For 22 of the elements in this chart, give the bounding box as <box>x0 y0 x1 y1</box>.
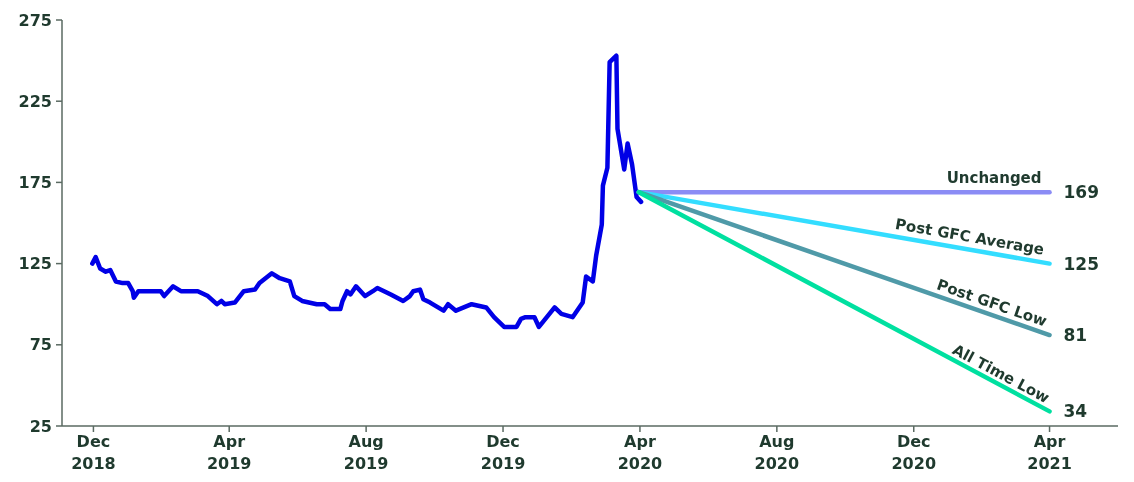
x-tick-label: Apr 2021 <box>1027 432 1072 473</box>
x-tick-label: Apr 2019 <box>206 432 252 473</box>
y-tick-label: 125 <box>18 254 52 274</box>
x-tick-label: Dec 2019 <box>480 432 526 473</box>
y-tick-label: 175 <box>18 173 52 192</box>
data-label: 81 <box>1063 325 1088 346</box>
text: Post GFC Average <box>893 215 1046 259</box>
data-label: 34 <box>1063 401 1088 422</box>
x-tick-label: Aug 2019 <box>343 432 389 473</box>
x-tick-label: Apr 2020 <box>617 432 663 473</box>
x-tick-label: Dec 2020 <box>891 432 937 473</box>
line-series <box>90 53 644 330</box>
y-tick-label: 225 <box>18 91 52 111</box>
y-tick-label: 25 <box>29 416 52 436</box>
y-tick-label: 275 <box>18 10 52 30</box>
text: Post GFC Low <box>934 275 1050 331</box>
x-tick-label: Dec 2018 <box>71 432 116 473</box>
data-label: 125 <box>1063 253 1100 274</box>
x-tick-label: Aug 2020 <box>754 432 800 473</box>
series-label: Unchanged <box>946 169 1042 188</box>
data-label: 169 <box>1063 182 1100 203</box>
y-tick-label: 75 <box>29 335 52 355</box>
